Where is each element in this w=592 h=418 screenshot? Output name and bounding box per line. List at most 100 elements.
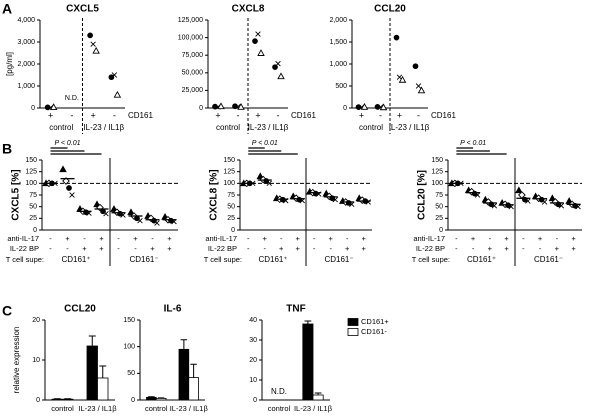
error-bar <box>314 392 322 395</box>
row-value: - <box>539 244 542 253</box>
marker <box>263 178 270 184</box>
marker <box>538 196 545 203</box>
marker <box>398 75 407 83</box>
y-tick-label: 100 <box>123 344 135 351</box>
marker <box>349 201 355 208</box>
row-value: + <box>150 244 155 253</box>
row-value: - <box>247 244 250 253</box>
row-value: + <box>99 234 104 243</box>
bar <box>188 377 199 401</box>
y-tick-label: 50 <box>127 370 135 377</box>
marker <box>360 102 369 110</box>
y-tick-label: 25 <box>227 215 235 222</box>
marker <box>417 86 426 94</box>
row-value: - <box>522 244 525 253</box>
marker <box>151 217 157 224</box>
row-label: CD161 <box>431 111 456 120</box>
group-label: CD161⁺ <box>61 255 90 264</box>
y-tick-label: 10 <box>32 357 40 364</box>
error-bar <box>157 397 165 399</box>
row-value: - <box>117 234 120 243</box>
row-value: - <box>264 244 267 253</box>
bar <box>86 345 98 401</box>
marker <box>103 210 109 217</box>
y-tick-label: 3,000 <box>17 39 35 46</box>
x-tick-label: + <box>215 110 220 120</box>
row-value: + <box>538 234 543 243</box>
marker <box>252 38 258 44</box>
y-tick-label: 2,000 <box>329 17 347 24</box>
x-tick-label: + <box>359 110 364 120</box>
y-tick-label: 150 <box>223 157 235 164</box>
row-value: - <box>134 244 137 253</box>
marker <box>120 212 126 218</box>
y-tick-label: 0 <box>253 397 257 404</box>
row-label: CD161 <box>128 111 153 120</box>
y-tick-label: 100 <box>223 180 235 187</box>
row-value: - <box>313 234 316 243</box>
marker <box>332 196 338 203</box>
marker <box>575 203 581 210</box>
row-label: IL-22 BP <box>208 244 237 253</box>
y-tick-label: 125 <box>223 169 235 176</box>
marker <box>237 103 245 110</box>
y-tick-label: 25,000 <box>182 87 204 94</box>
y-tick-label: 0 <box>199 105 203 112</box>
row-value: - <box>455 234 458 243</box>
y-tick-label: 50 <box>29 204 37 211</box>
y-tick-label: 20 <box>249 357 257 364</box>
y-tick-label: 25 <box>29 215 37 222</box>
marker <box>217 102 225 110</box>
error-bar <box>88 335 96 346</box>
group-label: control <box>216 123 240 132</box>
y-axis-label: [pg/ml] <box>5 52 14 76</box>
y-tick-label: 40 <box>249 317 257 324</box>
x-tick-label: - <box>70 110 73 120</box>
row-label: anti-IL-17 <box>413 234 445 243</box>
marker <box>92 46 100 54</box>
row-value: - <box>346 234 349 243</box>
y-tick-label: 50,000 <box>182 70 204 77</box>
x-tick-label: IL-23 / IL1β <box>78 404 117 413</box>
chart-title: CCL20 <box>64 304 96 315</box>
row-value: + <box>82 244 87 253</box>
y-tick-label: 150 <box>25 157 37 164</box>
row-value: + <box>329 234 334 243</box>
row-value: - <box>522 234 525 243</box>
x-tick-label: - <box>113 110 116 120</box>
y-tick-label: 75,000 <box>182 52 204 59</box>
row-label: anti-IL-17 <box>7 234 39 243</box>
row-value: + <box>345 244 350 253</box>
x-tick-label: + <box>255 110 260 120</box>
chart-title: CXCL8 <box>232 4 265 15</box>
group-label: IL-23 / IL1β <box>389 123 430 132</box>
marker <box>113 90 122 98</box>
error-bar <box>99 365 107 378</box>
group-label: IL-23 / IL1β <box>83 123 124 132</box>
bar <box>178 348 190 401</box>
row-value: + <box>362 244 367 253</box>
significance-label: P < 0.01 <box>460 140 486 147</box>
bar <box>51 398 63 401</box>
row-value: - <box>49 234 52 243</box>
row-label: anti-IL-17 <box>205 234 237 243</box>
y-tick-label: 100,000 <box>178 34 203 41</box>
row-value: + <box>362 234 367 243</box>
chart-title: IL-6 <box>164 304 182 315</box>
error-bar <box>148 396 155 398</box>
marker <box>87 32 93 39</box>
row-value: - <box>66 244 69 253</box>
row-value: - <box>330 244 333 253</box>
marker <box>415 83 422 89</box>
marker <box>69 192 75 198</box>
y-tick-label: 1,500 <box>329 39 347 46</box>
x-tick-label: - <box>417 110 420 120</box>
marker <box>558 203 565 209</box>
marker <box>491 203 498 209</box>
row-value: + <box>167 244 172 253</box>
group-row-label: T cell supe: <box>204 255 242 264</box>
row-value: - <box>151 234 154 243</box>
row-value: - <box>83 234 86 243</box>
marker <box>154 220 160 226</box>
